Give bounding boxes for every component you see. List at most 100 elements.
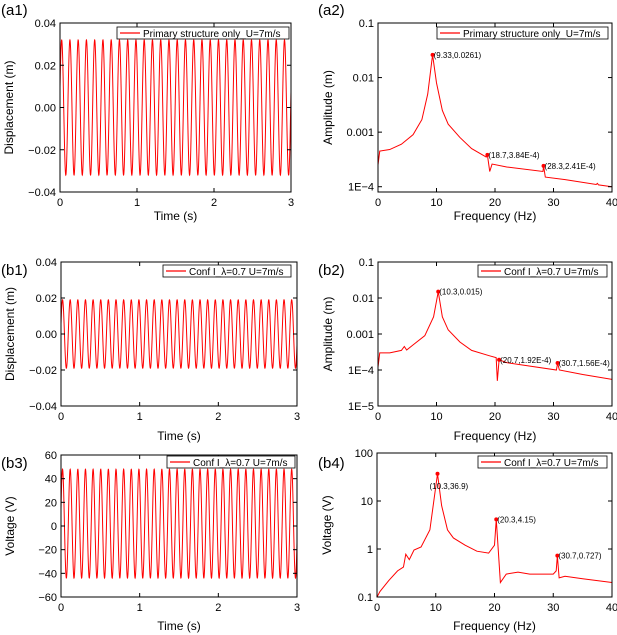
panel-label: (b4) xyxy=(318,455,345,472)
peak-annotation: (28.3,2.41E-4) xyxy=(545,162,596,171)
plot-frame xyxy=(376,452,613,598)
y-axis-label: Voltage (V) xyxy=(320,495,334,554)
x-tick-label: 0 xyxy=(57,197,63,209)
series-line xyxy=(378,54,612,188)
y-tick-label: 10 xyxy=(361,496,373,508)
legend-box xyxy=(477,455,608,469)
x-axis-label: Frequency (Hz) xyxy=(454,209,537,223)
y-axis-label: Displacement (m) xyxy=(3,287,17,381)
x-tick-label: 10 xyxy=(430,197,442,209)
panel-label: (a2) xyxy=(318,2,345,19)
panel-b3: 0 1 2 3 −60 −40 −20 0 20 40 60 Time (s) Voltage (V) (… xyxy=(1,450,300,633)
y-axis-label: Voltage (V) xyxy=(3,496,17,555)
peak-annotation: (20.3,4.15) xyxy=(497,515,536,524)
peak-annotation: (10.3,36.9) xyxy=(430,482,469,491)
x-tick-label: 2 xyxy=(215,602,221,614)
x-tick-label: 20 xyxy=(489,411,501,423)
y-tick-label: 0.1 xyxy=(358,592,373,604)
y-tick-label: 60 xyxy=(45,450,57,462)
panel-a1: 0 1 2 3 −0.04 −0.02 0.00 0.02 0.04 Time (s) Displa… xyxy=(1,2,294,223)
legend-box xyxy=(477,264,608,278)
y-tick-label: 0.02 xyxy=(36,293,57,305)
peak-marker xyxy=(555,553,560,558)
y-tick-label: 1E−4 xyxy=(348,365,374,377)
peak-annotation: (18.7,3.84E-4) xyxy=(488,151,539,160)
x-axis-label: Time (s) xyxy=(157,619,201,633)
peak-annotation: (20.7,1.92E-4) xyxy=(500,356,551,365)
x-tick-label: 30 xyxy=(547,602,559,614)
series-line xyxy=(61,298,297,370)
panel-b2: 0 10 20 30 40 1E−5 1E−4 0.001 0.01 0.1 Frequency (… xyxy=(318,257,617,443)
y-tick-label: −40 xyxy=(38,568,57,580)
y-tick-label: 0.001 xyxy=(346,127,374,139)
series-line xyxy=(378,291,612,381)
x-tick-label: 0 xyxy=(374,602,380,614)
legend: Conf I_λ=0.7 U=7m/s xyxy=(477,455,608,469)
panel-label: (b2) xyxy=(318,262,345,279)
y-tick-label: 0.00 xyxy=(36,329,57,341)
peak-marker xyxy=(555,361,560,366)
x-axis-label: Time (s) xyxy=(157,429,201,443)
peak-marker xyxy=(497,357,502,362)
legend: Conf I_λ=0.7 U=7m/s xyxy=(162,264,292,278)
legend-label: Primary structure only_U=7m/s xyxy=(143,29,281,40)
x-tick-label: 2 xyxy=(211,197,217,209)
x-tick-label: 30 xyxy=(547,197,559,209)
x-tick-label: 2 xyxy=(215,411,221,423)
x-tick-label: 1 xyxy=(137,411,143,423)
y-axis-label: Amplitude (m) xyxy=(321,297,335,372)
panel-label: (a1) xyxy=(1,2,28,19)
x-tick-label: 0 xyxy=(375,197,381,209)
y-tick-label: 0.04 xyxy=(35,18,56,30)
x-tick-label: 10 xyxy=(430,411,442,423)
y-tick-label: 1 xyxy=(367,544,373,556)
legend-box xyxy=(116,26,290,40)
legend-box xyxy=(162,264,292,278)
peak-marker xyxy=(541,163,546,168)
legend-label: Conf I_λ=0.7 U=7m/s xyxy=(504,267,599,278)
legend: Conf I_λ=0.7 U=7m/s xyxy=(477,264,608,278)
y-tick-label: −0.02 xyxy=(29,365,57,377)
x-tick-label: 3 xyxy=(294,411,300,423)
legend-box xyxy=(166,455,296,469)
peak-annotation: (9.33,0.0261) xyxy=(434,51,482,60)
legend-label: Conf I_λ=0.7 U=7m/s xyxy=(504,458,599,469)
peak-marker xyxy=(430,52,435,57)
panel-b4: 0 10 20 30 40 0.1 1 10 100 Frequency (Hz) Voltage … xyxy=(318,448,617,633)
peak-annotation: (30.7,0.727) xyxy=(558,552,601,561)
legend-label: Conf I_λ=0.7 U=7m/s xyxy=(189,267,284,278)
y-tick-label: −60 xyxy=(38,592,57,604)
series-line xyxy=(377,473,612,597)
x-tick-label: 40 xyxy=(606,197,617,209)
x-tick-label: 0 xyxy=(58,411,64,423)
peak-marker xyxy=(436,289,441,294)
peak-annotation: (30.7,1.56E-4) xyxy=(559,359,610,368)
x-tick-label: 10 xyxy=(430,602,442,614)
y-axis-label: Amplitude (m) xyxy=(321,70,335,145)
y-tick-label: 0.1 xyxy=(359,18,374,30)
x-tick-label: 40 xyxy=(606,602,617,614)
x-tick-label: 30 xyxy=(547,411,559,423)
y-tick-label: 1E−4 xyxy=(348,182,374,194)
y-tick-label: 0.04 xyxy=(36,257,57,269)
x-axis-label: Frequency (Hz) xyxy=(454,429,537,443)
panel-b1: 0 1 2 3 −0.04 −0.02 0.00 0.02 0.04 Time (s) Displa… xyxy=(1,257,300,443)
x-tick-label: 0 xyxy=(58,602,64,614)
panel-label: (b1) xyxy=(1,262,28,279)
legend-label: Primary structure only_U=7m/s xyxy=(463,29,601,40)
y-tick-label: −20 xyxy=(38,545,57,557)
y-tick-label: 0.001 xyxy=(346,329,374,341)
series-line xyxy=(60,38,291,177)
x-tick-label: 1 xyxy=(134,197,140,209)
peak-annotation: (10.3,0.015) xyxy=(439,288,482,297)
y-tick-label: −0.04 xyxy=(28,187,56,199)
y-tick-label: 20 xyxy=(45,497,57,509)
y-tick-label: 0.00 xyxy=(35,103,56,115)
x-tick-label: 3 xyxy=(294,602,300,614)
y-tick-label: 100 xyxy=(355,448,373,460)
x-axis-label: Time (s) xyxy=(154,209,198,223)
legend: Conf I_λ=0.7 U=7m/s xyxy=(166,455,296,469)
y-axis-label: Displacement (m) xyxy=(2,60,16,154)
peak-marker xyxy=(494,517,499,522)
